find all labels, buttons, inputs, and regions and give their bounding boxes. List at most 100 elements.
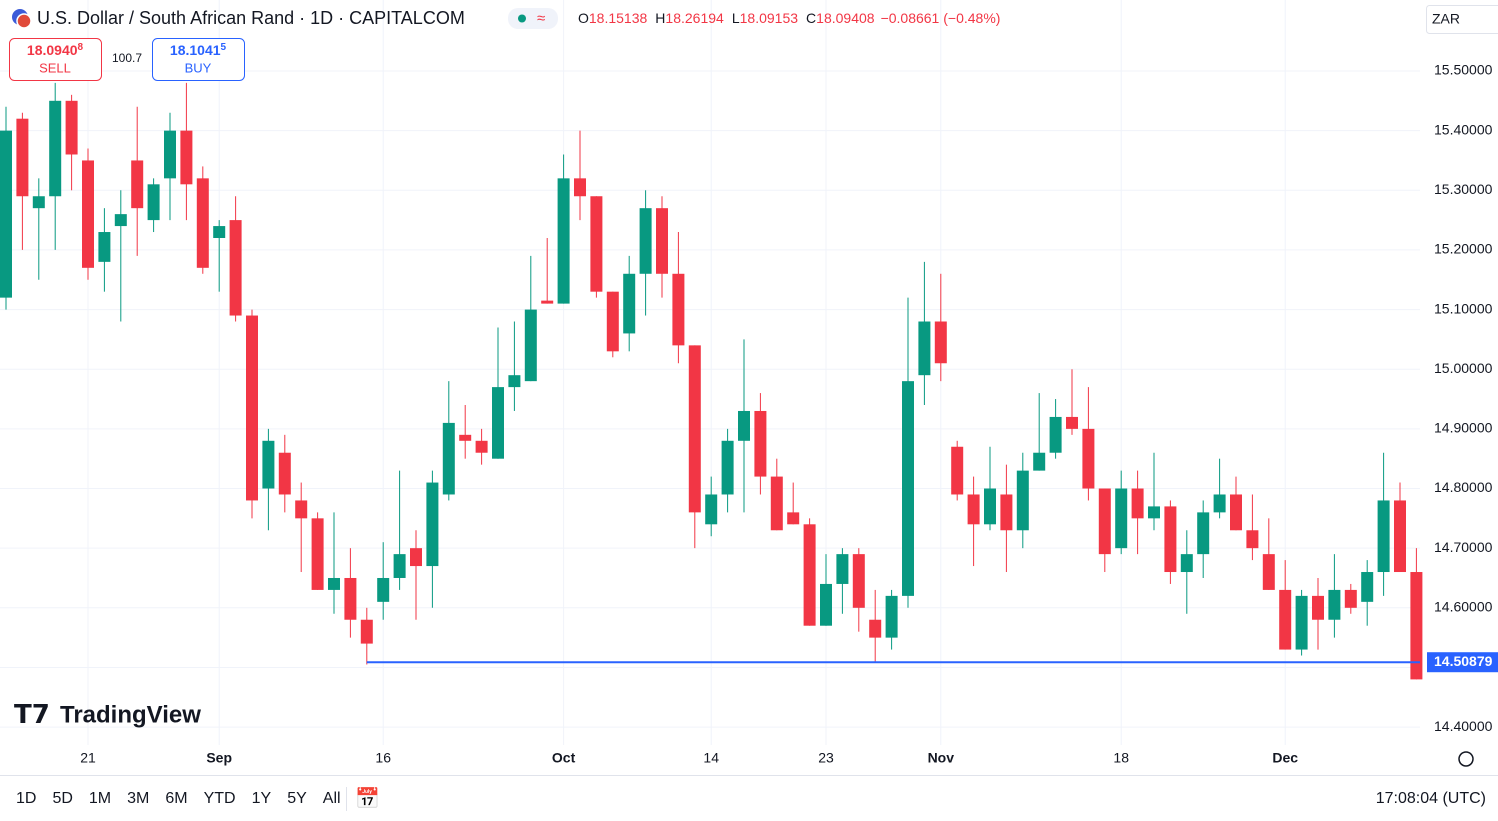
price-label: 14.50879 [1434, 653, 1493, 669]
logo: TradingView [60, 701, 201, 728]
candle-body [32, 196, 45, 209]
range-button[interactable]: 3M [127, 789, 150, 807]
clock-text: 17:08:04 (UTC) [1375, 789, 1486, 807]
range-button[interactable]: 6M [165, 789, 188, 807]
range-button[interactable]: 5D [52, 789, 73, 807]
range-button[interactable]: YTD [203, 789, 236, 807]
candle-body [754, 410, 767, 477]
ohlc-key: H [655, 10, 665, 26]
candle-body [705, 494, 718, 525]
candle-body [721, 440, 734, 495]
candle-body [295, 500, 308, 519]
candle-body [590, 196, 603, 292]
candle-body [574, 178, 586, 197]
candle-body [672, 273, 685, 346]
candle-body [623, 273, 636, 334]
y-tick-label: 14.80000 [1434, 479, 1493, 495]
clock: 17:08:04 (UTC) [1368, 776, 1494, 821]
buy-price: 18.10415 [170, 42, 227, 58]
range-button[interactable]: 1D [16, 789, 37, 807]
ohlc-value: 18.15138 [589, 10, 648, 26]
candle-body [1131, 488, 1144, 519]
y-tick-label: 15.10000 [1434, 300, 1493, 316]
sell-price: 18.0940 [27, 42, 78, 58]
buy-price: 18.1041 [170, 42, 221, 58]
candle-body [360, 619, 373, 644]
candle-body [262, 440, 275, 489]
candle-body [1098, 488, 1111, 555]
candle-body [1394, 500, 1406, 573]
y-tick-label: 15.20000 [1434, 241, 1493, 257]
candle-body [869, 619, 882, 638]
ohlc-key: L [732, 10, 740, 26]
ohlc-legend: O18.15138 H18.26194 L18.09153 C18.09408 −0.0… [578, 10, 1000, 26]
candle-body [803, 524, 816, 626]
candle-body [16, 118, 29, 197]
sell-label: SELL [39, 60, 71, 75]
candle-body [688, 345, 701, 513]
candle-body [1033, 452, 1046, 471]
candle-body [557, 178, 570, 304]
settings-icon[interactable] [1458, 751, 1474, 767]
candle-body [147, 184, 160, 221]
candle-body [164, 130, 176, 179]
status-dot [518, 14, 526, 23]
candle-body [229, 220, 242, 316]
candle-body [541, 300, 554, 304]
candle-body [787, 512, 800, 525]
candle-body [951, 446, 964, 495]
range-bar: 1D 5D 1M 3M 6M YTD 1Y 5Y All [8, 776, 349, 821]
candle-body [49, 100, 62, 197]
range-button[interactable]: 5Y [287, 789, 307, 807]
candle-body [328, 577, 340, 590]
candle-body [1148, 506, 1160, 519]
candle-body [918, 321, 931, 376]
date-range-icon[interactable]: 📅 [355, 788, 380, 810]
candle-body [1016, 470, 1029, 531]
status-pill [508, 8, 558, 29]
ohlc-value: 18.09153 [740, 10, 799, 26]
candle-body [639, 208, 652, 274]
candle-body [131, 160, 144, 209]
candle-body [967, 494, 980, 525]
currency-button[interactable] [1426, 5, 1498, 34]
candle-body [1410, 572, 1423, 680]
y-tick-label: 14.70000 [1434, 539, 1493, 555]
candle-body [1230, 494, 1242, 531]
y-tick-label: 15.30000 [1434, 181, 1493, 197]
candle-body [1344, 589, 1357, 608]
range-button[interactable]: All [322, 789, 341, 807]
candle-body [278, 452, 291, 495]
candle-body [344, 577, 357, 620]
candle-body [492, 387, 504, 459]
y-tick-label: 15.00000 [1434, 360, 1493, 376]
candle-body [1295, 595, 1308, 650]
x-tick-label: 14 [703, 750, 719, 766]
candle-body [442, 422, 455, 495]
x-tick-label: 18 [1113, 750, 1129, 766]
candle-body [0, 130, 12, 298]
buy-button[interactable] [152, 38, 245, 81]
y-tick-label: 15.40000 [1434, 121, 1493, 137]
candle-body [1164, 506, 1177, 573]
candle-body [246, 315, 258, 501]
candle-body [1115, 488, 1128, 549]
spread: 100.7 [112, 51, 142, 65]
x-tick-label: Sep [206, 750, 232, 766]
candles [0, 82, 1423, 680]
chart: U.S. Dollar / South African Rand · 1D · … [0, 0, 1498, 776]
x-tick-label: Oct [552, 750, 576, 766]
y-tick-label: 14.90000 [1434, 420, 1493, 436]
range-button[interactable]: 1Y [251, 789, 272, 807]
candle-body [1066, 416, 1078, 429]
sell-button[interactable] [9, 38, 102, 81]
range-button[interactable]: 1M [88, 789, 112, 807]
ohlc-value: 18.26194 [665, 10, 724, 26]
candle-body [934, 321, 947, 364]
x-tick-label: 16 [375, 750, 391, 766]
candle-body [836, 554, 849, 584]
buy-label: BUY [185, 60, 212, 75]
toolbar-divider: 📅 [346, 776, 388, 821]
candle-body [65, 100, 78, 155]
